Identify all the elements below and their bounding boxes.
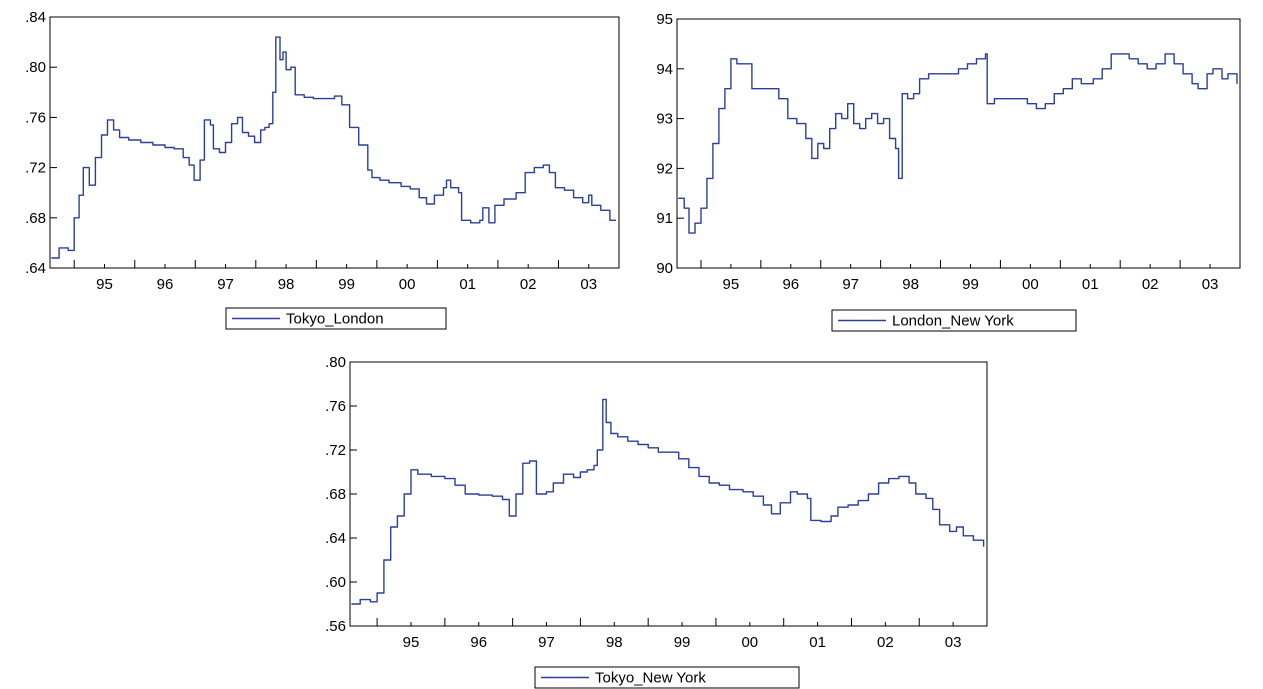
legend-box <box>534 666 800 689</box>
chart-panel: .64 .68 .72 .76 .80 .84 95 96 97 98 99 00 01 02 03 Toky… <box>25 9 620 330</box>
x-tick-label: 95 <box>403 634 420 651</box>
y-tick-label: 90 <box>656 260 673 277</box>
y-tick-label: .68 <box>325 486 346 503</box>
y-tick-label: .60 <box>325 574 346 591</box>
x-tick-label: 97 <box>842 276 859 293</box>
x-tick-label: 96 <box>470 634 487 651</box>
chart-panel: .56 .60 .64 .68 .72 .76 .80 95 96 97 98 99 00 01 02 03 T… <box>325 354 988 689</box>
y-tick-label: 94 <box>656 61 673 78</box>
x-tick-label: 96 <box>782 276 799 293</box>
chart-panel: 90 91 92 93 94 95 95 96 97 98 99 00 01 02 03 London_New… <box>656 11 1241 332</box>
x-tick-label: 96 <box>157 276 174 293</box>
x-tick-label: 03 <box>1202 276 1219 293</box>
legend-box <box>225 307 447 330</box>
y-tick-label: 92 <box>656 160 673 177</box>
legend-label: Tokyo_New York <box>595 670 706 687</box>
y-tick-label: .80 <box>25 59 46 76</box>
plot-frame <box>349 361 988 627</box>
x-tick-label: 98 <box>902 276 919 293</box>
x-tick-label: 02 <box>1142 276 1159 293</box>
y-tick-label: 91 <box>656 210 673 227</box>
x-tick-label: 95 <box>96 276 113 293</box>
y-tick-label: .72 <box>25 160 46 177</box>
series-line <box>678 53 1238 234</box>
series-line <box>351 398 985 605</box>
y-tick-label: .76 <box>25 109 46 126</box>
x-tick-label: 98 <box>606 634 623 651</box>
x-tick-label: 99 <box>338 276 355 293</box>
y-tick-label: .68 <box>25 210 46 227</box>
x-tick-label: 99 <box>674 634 691 651</box>
legend-label: Tokyo_London <box>286 311 384 328</box>
x-tick-label: 02 <box>520 276 537 293</box>
plot-frame <box>49 16 620 269</box>
y-tick-label: .64 <box>325 530 346 547</box>
x-tick-label: 00 <box>1022 276 1039 293</box>
y-tick-label: .64 <box>25 260 46 277</box>
y-tick-label: .76 <box>325 398 346 415</box>
x-tick-label: 00 <box>741 634 758 651</box>
x-tick-label: 03 <box>580 276 597 293</box>
x-tick-label: 97 <box>217 276 234 293</box>
x-tick-label: 00 <box>399 276 416 293</box>
x-tick-label: 02 <box>877 634 894 651</box>
y-tick-label: 95 <box>656 11 673 28</box>
x-tick-label: 97 <box>538 634 555 651</box>
x-tick-label: 01 <box>1082 276 1099 293</box>
y-tick-label: .56 <box>325 618 346 635</box>
legend-box <box>831 309 1077 332</box>
y-tick-label: 93 <box>656 111 673 128</box>
legend-label: London_New York <box>892 313 1014 330</box>
y-tick-label: .72 <box>325 442 346 459</box>
plot-frame <box>676 18 1241 269</box>
x-tick-label: 03 <box>945 634 962 651</box>
x-tick-label: 01 <box>809 634 826 651</box>
series-line <box>51 36 616 259</box>
x-tick-label: 99 <box>962 276 979 293</box>
x-tick-label: 01 <box>459 276 476 293</box>
x-tick-label: 95 <box>723 276 740 293</box>
y-tick-label: .80 <box>325 354 346 371</box>
y-tick-label: .84 <box>25 9 46 26</box>
x-tick-label: 98 <box>278 276 295 293</box>
